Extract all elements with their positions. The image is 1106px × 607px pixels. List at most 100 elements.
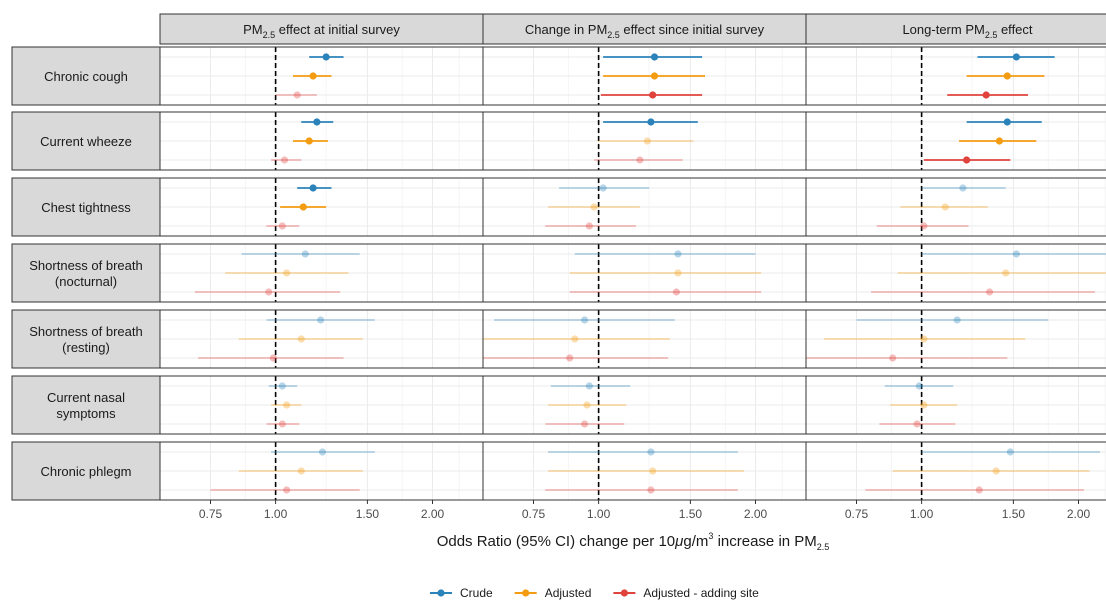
estimate-point — [590, 203, 598, 211]
estimate-point — [269, 354, 277, 362]
x-tick-label: 1.00 — [910, 507, 934, 521]
panel-border — [805, 309, 1106, 369]
row-strip — [11, 111, 161, 171]
estimate-point — [920, 222, 928, 230]
estimate-point — [889, 354, 897, 362]
row-label: symptoms — [56, 406, 116, 421]
legend-item: Adjusted — [514, 586, 591, 600]
estimate-point — [283, 269, 291, 277]
estimate-point — [265, 288, 273, 296]
estimate-point — [643, 137, 651, 145]
estimate-point — [278, 222, 286, 230]
estimate-point — [1002, 269, 1010, 277]
estimate-point — [672, 288, 680, 296]
estimate-point — [318, 448, 327, 456]
x-tick-label: 0.75 — [522, 507, 546, 521]
facet-title: PM2.5 effect at initial survey — [243, 22, 400, 40]
estimate-point — [581, 420, 589, 428]
estimate-point — [297, 335, 305, 343]
panel-border — [805, 46, 1106, 106]
legend-key-point — [522, 589, 530, 597]
row-strip — [11, 441, 161, 501]
estimate-point — [1012, 250, 1020, 258]
panel-border — [805, 243, 1106, 303]
estimate-point — [959, 184, 967, 192]
estimate-point — [915, 382, 923, 390]
estimate-point — [992, 467, 1000, 475]
panel-border — [805, 375, 1106, 435]
legend-item: Adjusted - adding site — [613, 586, 759, 600]
estimate-point — [963, 156, 971, 164]
estimate-point — [647, 448, 655, 456]
estimate-point — [650, 53, 659, 61]
legend-key-point — [620, 589, 628, 597]
panel-border — [805, 111, 1106, 171]
estimate-point — [309, 184, 317, 192]
estimate-point — [278, 382, 286, 390]
estimate-point — [280, 156, 289, 164]
x-tick-label: 2.00 — [744, 507, 768, 521]
estimate-point — [317, 316, 325, 324]
estimate-point — [581, 316, 589, 324]
row-strip — [11, 46, 161, 106]
legend-label: Crude — [460, 586, 493, 600]
x-tick-label: 1.50 — [356, 507, 380, 521]
estimate-point — [953, 316, 961, 324]
estimate-point — [649, 467, 657, 475]
estimate-point — [636, 156, 644, 164]
estimate-point — [674, 269, 682, 277]
estimate-point — [301, 250, 309, 258]
row-strip — [11, 243, 161, 303]
estimate-point — [1006, 448, 1014, 456]
estimate-point — [649, 91, 657, 99]
estimate-point — [283, 401, 291, 409]
facet-title: Long-term PM2.5 effect — [902, 22, 1032, 40]
estimate-point — [322, 53, 330, 61]
row-strip — [11, 375, 161, 435]
row-label: Shortness of breath — [29, 324, 142, 339]
estimate-point — [305, 137, 313, 145]
estimate-point — [920, 335, 928, 343]
row-strip — [11, 177, 161, 237]
x-tick-label: 1.50 — [1002, 507, 1026, 521]
panel-border — [805, 441, 1106, 501]
row-strip — [11, 309, 161, 369]
estimate-point — [585, 222, 593, 230]
estimate-point — [674, 250, 682, 258]
estimate-point — [583, 401, 591, 409]
estimate-point — [982, 91, 990, 99]
estimate-point — [283, 486, 291, 494]
x-tick-label: 0.75 — [845, 507, 869, 521]
facet-strip — [482, 13, 807, 45]
estimate-point — [566, 354, 574, 362]
x-tick-label: 2.00 — [1067, 507, 1091, 521]
estimate-point — [278, 420, 286, 428]
estimate-point — [599, 184, 607, 192]
estimate-point — [293, 91, 301, 99]
legend-item: Crude — [430, 586, 493, 600]
x-tick-label: 1.50 — [679, 507, 703, 521]
row-label: Chronic cough — [44, 69, 128, 84]
estimate-point — [1003, 118, 1011, 126]
estimate-point — [647, 118, 655, 126]
estimate-point — [985, 288, 994, 296]
x-tick-label: 0.75 — [199, 507, 223, 521]
row-label: (resting) — [62, 340, 110, 355]
estimate-point — [920, 401, 928, 409]
legend-label: Adjusted - adding site — [643, 586, 759, 600]
facet-strip — [159, 13, 484, 45]
row-label: Current wheeze — [40, 134, 132, 149]
estimate-point — [309, 72, 317, 80]
row-label: Chronic phlegm — [40, 464, 131, 479]
legend-key-point — [437, 589, 445, 597]
x-axis-title: Odds Ratio (95% CI) change per 10μg/m3 i… — [437, 531, 830, 552]
x-tick-label: 1.00 — [587, 507, 611, 521]
estimate-point — [571, 335, 579, 343]
estimate-point — [585, 382, 593, 390]
x-tick-label: 1.00 — [264, 507, 288, 521]
estimate-point — [941, 203, 949, 211]
estimate-point — [650, 72, 659, 80]
estimate-point — [1012, 53, 1020, 61]
row-label: (nocturnal) — [55, 274, 117, 289]
estimate-point — [299, 203, 307, 211]
